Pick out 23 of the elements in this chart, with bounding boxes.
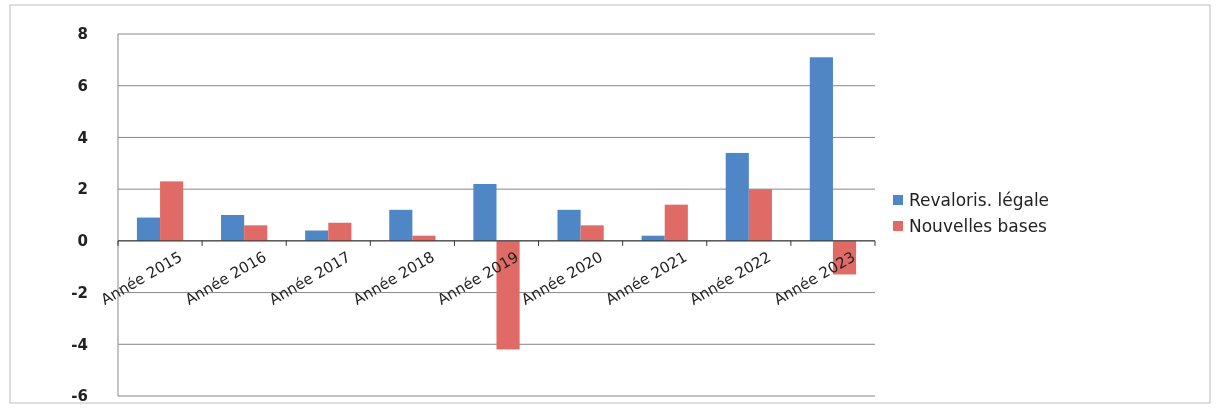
y-tick-label: -2 (71, 283, 88, 302)
bar (221, 215, 245, 241)
y-tick-label: -4 (71, 335, 88, 354)
bar (136, 217, 161, 241)
bar (557, 209, 581, 241)
bar (389, 209, 413, 241)
bar (244, 225, 268, 241)
y-tick-label: 2 (77, 180, 88, 199)
legend-label: Revaloris. légale (909, 189, 1050, 210)
bar (328, 222, 352, 241)
y-tick-label: 4 (77, 128, 88, 147)
bar (725, 152, 749, 241)
y-tick-label: 0 (77, 232, 88, 251)
y-tick-label: 8 (77, 25, 88, 44)
bar (580, 225, 604, 241)
bar (664, 204, 688, 241)
bar (809, 57, 833, 241)
bar (748, 189, 772, 241)
y-tick-label: 6 (77, 76, 88, 95)
bar (160, 181, 184, 241)
legend-label: Nouvelles bases (909, 215, 1048, 236)
bar (473, 183, 497, 241)
y-tick-label: -6 (71, 387, 88, 406)
